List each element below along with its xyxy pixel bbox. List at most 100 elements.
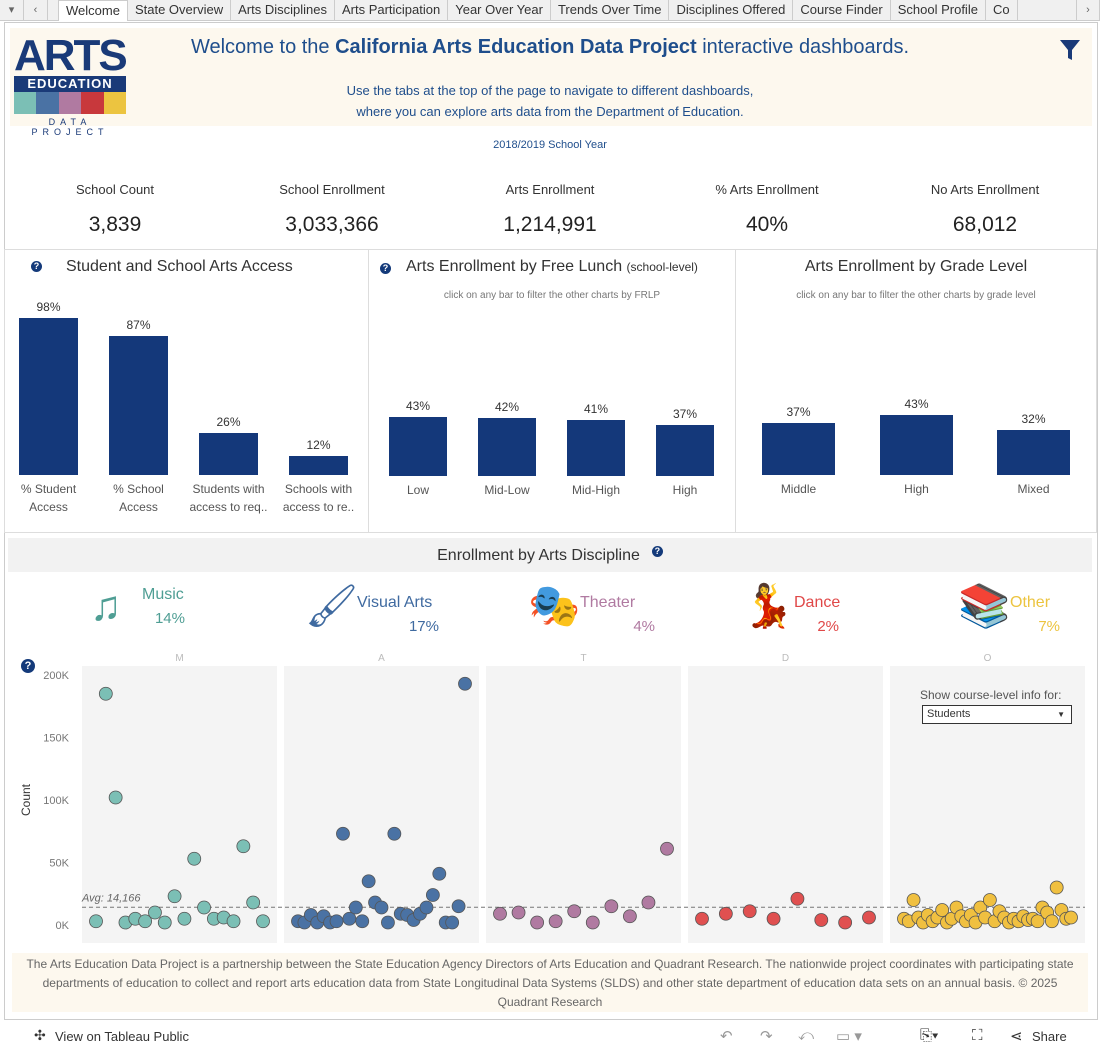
scatter-point[interactable] — [348, 900, 363, 915]
scatter-point[interactable] — [167, 889, 182, 904]
tab-scroll-right-button[interactable]: › — [1076, 0, 1100, 20]
scatter-point[interactable] — [419, 900, 434, 915]
bar[interactable] — [389, 417, 447, 476]
scatter-point[interactable] — [425, 888, 440, 902]
tab-state-overview[interactable]: State Overview — [128, 0, 232, 21]
scatter-point[interactable] — [387, 826, 402, 841]
help-icon[interactable]: ? — [651, 546, 663, 557]
scatter-point[interactable] — [718, 906, 733, 921]
scatter-point[interactable] — [458, 676, 472, 691]
scatter-point[interactable] — [108, 790, 123, 805]
scatter-point[interactable] — [862, 910, 876, 925]
revert-icon[interactable]: ⤺ — [798, 1027, 815, 1044]
scatter-point[interactable] — [1064, 910, 1078, 925]
discipline-name: Visual Arts — [357, 594, 433, 611]
tab-welcome[interactable]: Welcome — [58, 0, 128, 21]
help-icon[interactable]: ? — [21, 659, 35, 673]
scatter-point[interactable] — [742, 904, 757, 919]
bar[interactable] — [762, 423, 835, 475]
scatter-point[interactable] — [1045, 914, 1059, 929]
bar[interactable] — [289, 455, 348, 475]
redo-icon[interactable]: ↷ — [760, 1028, 773, 1045]
discipline-music[interactable]: ♫ Music 14% — [90, 580, 240, 640]
tab-arts-participation[interactable]: Arts Participation — [335, 0, 449, 21]
bar[interactable] — [567, 419, 625, 476]
share-button[interactable]: Share — [1032, 1029, 1067, 1044]
scatter-point[interactable] — [1030, 914, 1045, 929]
scatter-point[interactable] — [585, 915, 600, 930]
scatter-point[interactable] — [1049, 880, 1064, 895]
share-icon[interactable]: ⋖ — [1010, 1028, 1023, 1045]
scatter-point[interactable] — [177, 911, 192, 926]
scatter-point[interactable] — [256, 914, 270, 929]
discipline-visual-arts[interactable]: 🖌 Visual Arts 17% — [305, 580, 455, 640]
tab-arts-disciplines[interactable]: Arts Disciplines — [231, 0, 335, 21]
tab-year-over-year[interactable]: Year Over Year — [448, 0, 551, 21]
scatter-point[interactable] — [451, 899, 466, 914]
bar[interactable] — [478, 418, 536, 476]
bar[interactable] — [109, 335, 168, 475]
scatter-point[interactable] — [355, 914, 370, 929]
download-icon[interactable]: ⎘▾ — [920, 1027, 939, 1044]
scatter-point[interactable] — [567, 904, 582, 919]
bar-value-label: 12% — [306, 437, 331, 452]
scatter-point[interactable] — [361, 874, 376, 889]
tab-co[interactable]: Co — [986, 0, 1018, 21]
tab-course-finder[interactable]: Course Finder — [793, 0, 891, 21]
scatter-point[interactable] — [766, 911, 781, 926]
scatter-point[interactable] — [445, 915, 460, 930]
scatter-point[interactable] — [89, 914, 103, 929]
help-icon[interactable]: ? — [31, 261, 42, 272]
scatter-point[interactable] — [336, 826, 350, 841]
filter-icon[interactable] — [1060, 38, 1080, 62]
scatter-point[interactable] — [530, 915, 545, 930]
bar[interactable] — [199, 433, 258, 475]
scatter-point[interactable] — [548, 914, 563, 929]
scatter-point[interactable] — [138, 914, 153, 929]
scatter-point[interactable] — [838, 915, 853, 930]
scatter-point[interactable] — [187, 851, 202, 866]
scatter-point[interactable] — [641, 895, 656, 910]
scatter-point[interactable] — [935, 903, 950, 917]
tab-disciplines-offered[interactable]: Disciplines Offered — [669, 0, 794, 21]
scatter-point[interactable] — [511, 905, 526, 920]
course-filter-dropdown[interactable]: Students ▼ — [922, 705, 1072, 724]
scatter-point[interactable] — [814, 913, 829, 927]
fullscreen-icon[interactable]: ⛶ — [972, 1027, 983, 1044]
undo-icon[interactable]: ↶ — [720, 1028, 733, 1045]
tab-scroll-left-button[interactable]: ‹ — [24, 0, 48, 20]
scatter-point[interactable] — [982, 893, 997, 907]
scatter-point[interactable] — [236, 839, 251, 854]
scatter-point[interactable] — [790, 891, 805, 906]
scatter-point[interactable] — [148, 905, 162, 920]
help-icon[interactable]: ? — [380, 263, 391, 274]
scatter-point[interactable] — [604, 899, 619, 914]
scatter-point[interactable] — [226, 914, 241, 929]
bar[interactable] — [656, 425, 714, 476]
scatter-point[interactable] — [246, 895, 261, 910]
scatter-point[interactable] — [329, 914, 344, 929]
tab-school-profile[interactable]: School Profile — [891, 0, 986, 21]
scatter-point[interactable] — [374, 900, 389, 915]
scatter-point[interactable] — [197, 900, 211, 915]
scatter-point[interactable] — [493, 906, 507, 921]
bar[interactable] — [880, 414, 953, 475]
tab-menu-button[interactable]: ▾ — [0, 0, 24, 20]
scatter-point[interactable] — [381, 915, 395, 930]
scatter-point[interactable] — [157, 915, 172, 930]
view-on-tableau-link[interactable]: View on Tableau Public — [55, 1029, 189, 1044]
bar[interactable] — [997, 430, 1070, 475]
scatter-point[interactable] — [342, 911, 357, 926]
discipline-theater[interactable]: 🎭 Theater 4% — [528, 580, 678, 640]
scatter-point[interactable] — [695, 911, 709, 926]
scatter-point[interactable] — [622, 909, 637, 924]
bar[interactable] — [19, 318, 78, 475]
scatter-point[interactable] — [432, 866, 447, 881]
scatter-point[interactable] — [906, 893, 921, 907]
scatter-point[interactable] — [660, 841, 674, 856]
discipline-dance[interactable]: 💃 Dance 2% — [742, 580, 892, 640]
scatter-point[interactable] — [98, 686, 113, 701]
tab-trends-over-time[interactable]: Trends Over Time — [551, 0, 670, 21]
refresh-icon[interactable]: ▭ ▾ — [836, 1028, 862, 1045]
discipline-other[interactable]: 📚 Other 7% — [958, 580, 1100, 640]
